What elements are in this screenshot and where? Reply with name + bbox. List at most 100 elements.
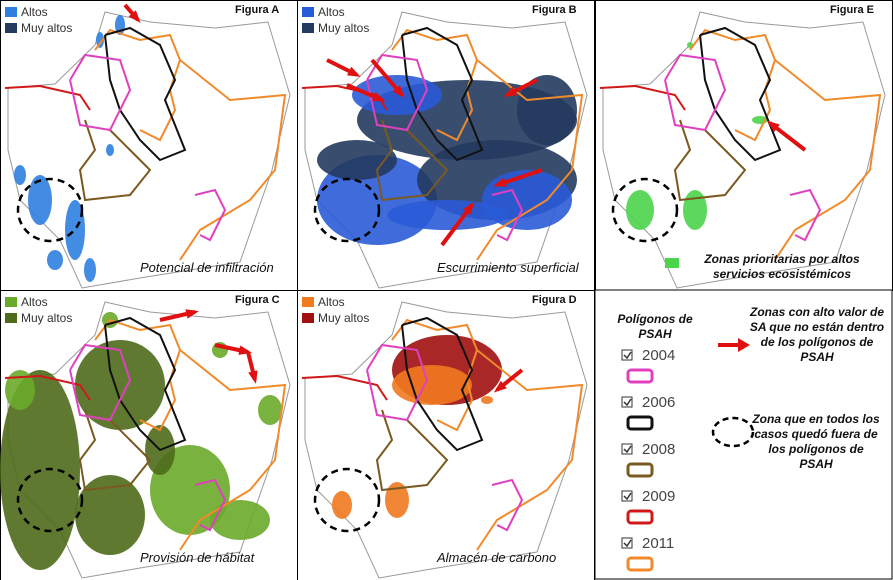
psah-2011 bbox=[94, 318, 182, 432]
legend-swatch bbox=[302, 313, 314, 323]
psah-2004 bbox=[194, 478, 227, 532]
caption: Provisión de hábitat bbox=[140, 550, 255, 565]
panel-border bbox=[594, 289, 893, 580]
map-zone bbox=[392, 365, 472, 405]
map-panel bbox=[297, 290, 595, 580]
check bbox=[623, 398, 632, 407]
year-label: 2006 bbox=[642, 394, 676, 411]
map-panel bbox=[595, 0, 893, 291]
arrow-head bbox=[372, 92, 386, 102]
psah-2004 bbox=[491, 478, 524, 532]
legend-label: Muy altos bbox=[318, 311, 370, 325]
year-label: 2008 bbox=[642, 441, 676, 458]
year-swatch bbox=[626, 415, 654, 431]
excluded-zone bbox=[711, 416, 755, 448]
psah-2006 bbox=[401, 26, 484, 162]
psah-2004 bbox=[789, 188, 822, 242]
excluded-zone bbox=[16, 177, 84, 243]
psah-2011 bbox=[476, 59, 584, 261]
check bbox=[623, 351, 632, 360]
psah-2008 bbox=[375, 409, 449, 492]
psah-2004 bbox=[366, 53, 429, 132]
psah-2009 bbox=[301, 374, 388, 401]
psah-2011 bbox=[179, 59, 287, 261]
excluded-zone bbox=[313, 177, 381, 243]
psah-2004 bbox=[194, 188, 227, 242]
figure-title: Figura E bbox=[830, 4, 875, 16]
arrow-note: Zonas con alto valor de SA que no están … bbox=[749, 305, 885, 364]
legend-label: Altos bbox=[318, 295, 345, 309]
map-panel bbox=[0, 290, 298, 580]
legend-label: Muy altos bbox=[318, 21, 370, 35]
legend-swatch bbox=[302, 297, 314, 307]
psah-2011 bbox=[476, 349, 584, 551]
figure-title: Figura A bbox=[235, 4, 280, 16]
psah-2011 bbox=[391, 28, 479, 142]
map-zone bbox=[96, 32, 104, 48]
year-swatch bbox=[626, 462, 654, 478]
psah-2004 bbox=[69, 343, 132, 422]
map-zone bbox=[332, 491, 352, 519]
year-label: 2009 bbox=[642, 488, 676, 505]
arrow-head bbox=[493, 380, 507, 393]
caption: Zonas prioritarias por altos servicios e… bbox=[704, 252, 860, 281]
map-zone bbox=[683, 190, 707, 230]
figure-title: Figura B bbox=[532, 4, 577, 16]
arrow-head bbox=[503, 86, 517, 97]
caption: Escurrimiento superficial bbox=[437, 260, 579, 275]
legend-swatch bbox=[302, 7, 314, 17]
map-zone bbox=[106, 144, 114, 156]
psah-2006 bbox=[104, 316, 187, 452]
panel-border bbox=[0, 0, 298, 291]
psah-2011 bbox=[179, 349, 287, 551]
map-zone bbox=[258, 395, 282, 425]
psah-2004 bbox=[366, 343, 429, 422]
checkbox bbox=[621, 396, 633, 408]
legend-swatch bbox=[5, 7, 17, 17]
excluded-zone bbox=[313, 467, 381, 533]
map-panel bbox=[0, 0, 298, 291]
psah-2009 bbox=[4, 374, 91, 401]
psah-2006 bbox=[699, 26, 782, 162]
legend-label: Muy altos bbox=[21, 311, 73, 325]
year-swatch bbox=[626, 556, 654, 572]
map-zone bbox=[517, 75, 577, 145]
checkbox bbox=[621, 537, 633, 549]
checkbox bbox=[621, 443, 633, 455]
map-zone bbox=[5, 370, 35, 410]
psah-2009 bbox=[4, 84, 91, 111]
figure-title: Figura C bbox=[235, 294, 280, 306]
legend-label: Altos bbox=[318, 5, 345, 19]
check bbox=[623, 539, 632, 548]
check bbox=[623, 492, 632, 501]
arrow-head bbox=[493, 177, 507, 187]
psah-2004 bbox=[69, 53, 132, 132]
psah-2011 bbox=[774, 59, 882, 261]
arrow-head bbox=[128, 10, 141, 24]
map-zone bbox=[28, 175, 52, 225]
caption: Potencial de infiltración bbox=[140, 260, 274, 275]
panel-border bbox=[595, 0, 893, 291]
circle-note: Zona que en todos los casos quedó fuera … bbox=[752, 412, 880, 471]
legend-swatch bbox=[5, 313, 17, 323]
excluded-zone bbox=[611, 177, 679, 243]
arrow-head bbox=[392, 85, 405, 99]
map-zone bbox=[385, 482, 409, 518]
figure-title: Figura D bbox=[532, 294, 577, 306]
psah-2006 bbox=[401, 316, 484, 452]
arrow-head bbox=[462, 201, 475, 215]
year-swatch bbox=[626, 509, 654, 525]
psah-2009 bbox=[599, 84, 686, 111]
psah-2004 bbox=[664, 53, 727, 132]
legend-title: Polígonos de PSAH bbox=[617, 312, 693, 341]
psah-2011 bbox=[689, 28, 777, 142]
map-zone bbox=[84, 258, 96, 282]
psah-2008 bbox=[78, 119, 152, 202]
checkbox bbox=[621, 490, 633, 502]
checkbox bbox=[621, 349, 633, 361]
map-panel bbox=[297, 0, 595, 291]
arrow-head bbox=[347, 66, 361, 77]
map-zone bbox=[481, 396, 493, 404]
